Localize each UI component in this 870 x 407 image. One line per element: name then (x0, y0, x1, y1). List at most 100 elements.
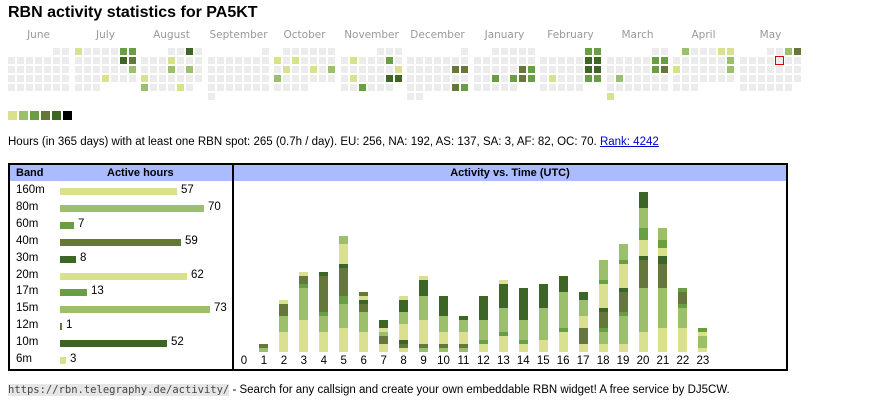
day-cell[interactable] (474, 75, 481, 82)
day-cell[interactable] (217, 75, 224, 82)
day-cell[interactable] (44, 75, 51, 82)
day-cell[interactable] (673, 57, 680, 64)
day-cell[interactable] (634, 57, 641, 64)
day-cell[interactable] (434, 57, 441, 64)
day-cell[interactable] (700, 66, 707, 73)
day-cell[interactable] (558, 84, 565, 91)
day-cell[interactable] (434, 75, 441, 82)
day-cell[interactable] (767, 57, 774, 64)
day-cell[interactable] (111, 66, 118, 73)
day-cell[interactable] (767, 84, 774, 91)
day-cell[interactable] (727, 75, 734, 82)
day-cell[interactable] (283, 57, 290, 64)
day-cell[interactable] (673, 84, 680, 91)
day-cell[interactable] (416, 75, 423, 82)
day-cell[interactable] (425, 75, 432, 82)
day-cell[interactable] (244, 84, 251, 91)
day-cell[interactable] (310, 66, 317, 73)
day-cell[interactable] (727, 66, 734, 73)
day-cell[interactable] (26, 75, 33, 82)
footer-url-link[interactable]: https://rbn.telegraphy.de/activity/ (8, 384, 230, 396)
day-cell[interactable] (585, 66, 592, 73)
day-cell[interactable] (691, 66, 698, 73)
day-cell[interactable] (301, 75, 308, 82)
today-cell[interactable] (775, 56, 784, 65)
day-cell[interactable] (461, 84, 468, 91)
day-cell[interactable] (558, 75, 565, 82)
day-cell[interactable] (501, 66, 508, 73)
day-cell[interactable] (177, 75, 184, 82)
day-cell[interactable] (84, 57, 91, 64)
day-cell[interactable] (177, 84, 184, 91)
day-cell[interactable] (44, 57, 51, 64)
day-cell[interactable] (461, 75, 468, 82)
day-cell[interactable] (35, 66, 42, 73)
day-cell[interactable] (350, 84, 357, 91)
day-cell[interactable] (208, 57, 215, 64)
day-cell[interactable] (159, 84, 166, 91)
day-cell[interactable] (102, 75, 109, 82)
day-cell[interactable] (519, 57, 526, 64)
day-cell[interactable] (235, 57, 242, 64)
day-cell[interactable] (310, 48, 317, 55)
day-cell[interactable] (395, 57, 402, 64)
day-cell[interactable] (452, 66, 459, 73)
day-cell[interactable] (501, 48, 508, 55)
day-cell[interactable] (643, 75, 650, 82)
day-cell[interactable] (244, 75, 251, 82)
day-cell[interactable] (186, 75, 193, 82)
day-cell[interactable] (141, 75, 148, 82)
day-cell[interactable] (492, 66, 499, 73)
day-cell[interactable] (567, 84, 574, 91)
day-cell[interactable] (519, 48, 526, 55)
day-cell[interactable] (576, 84, 583, 91)
day-cell[interactable] (785, 84, 792, 91)
day-cell[interactable] (643, 84, 650, 91)
day-cell[interactable] (292, 84, 299, 91)
day-cell[interactable] (35, 57, 42, 64)
day-cell[interactable] (652, 66, 659, 73)
day-cell[interactable] (785, 57, 792, 64)
day-cell[interactable] (634, 84, 641, 91)
day-cell[interactable] (625, 84, 632, 91)
day-cell[interactable] (758, 66, 765, 73)
day-cell[interactable] (652, 75, 659, 82)
day-cell[interactable] (168, 84, 175, 91)
day-cell[interactable] (150, 84, 157, 91)
day-cell[interactable] (395, 75, 402, 82)
day-cell[interactable] (310, 57, 317, 64)
day-cell[interactable] (407, 66, 414, 73)
day-cell[interactable] (528, 75, 535, 82)
day-cell[interactable] (186, 66, 193, 73)
day-cell[interactable] (141, 66, 148, 73)
day-cell[interactable] (129, 57, 136, 64)
day-cell[interactable] (84, 75, 91, 82)
day-cell[interactable] (567, 66, 574, 73)
day-cell[interactable] (217, 66, 224, 73)
day-cell[interactable] (35, 75, 42, 82)
day-cell[interactable] (407, 75, 414, 82)
day-cell[interactable] (594, 66, 601, 73)
day-cell[interactable] (758, 75, 765, 82)
day-cell[interactable] (528, 57, 535, 64)
day-cell[interactable] (93, 57, 100, 64)
day-cell[interactable] (262, 66, 269, 73)
day-cell[interactable] (510, 66, 517, 73)
day-cell[interactable] (377, 75, 384, 82)
day-cell[interactable] (709, 48, 716, 55)
day-cell[interactable] (177, 48, 184, 55)
day-cell[interactable] (607, 57, 614, 64)
day-cell[interactable] (262, 48, 269, 55)
day-cell[interactable] (501, 75, 508, 82)
day-cell[interactable] (558, 66, 565, 73)
day-cell[interactable] (53, 48, 60, 55)
day-cell[interactable] (253, 57, 260, 64)
day-cell[interactable] (700, 48, 707, 55)
day-cell[interactable] (301, 66, 308, 73)
day-cell[interactable] (53, 84, 60, 91)
day-cell[interactable] (93, 75, 100, 82)
day-cell[interactable] (84, 48, 91, 55)
day-cell[interactable] (607, 93, 614, 100)
day-cell[interactable] (727, 48, 734, 55)
day-cell[interactable] (794, 48, 801, 55)
